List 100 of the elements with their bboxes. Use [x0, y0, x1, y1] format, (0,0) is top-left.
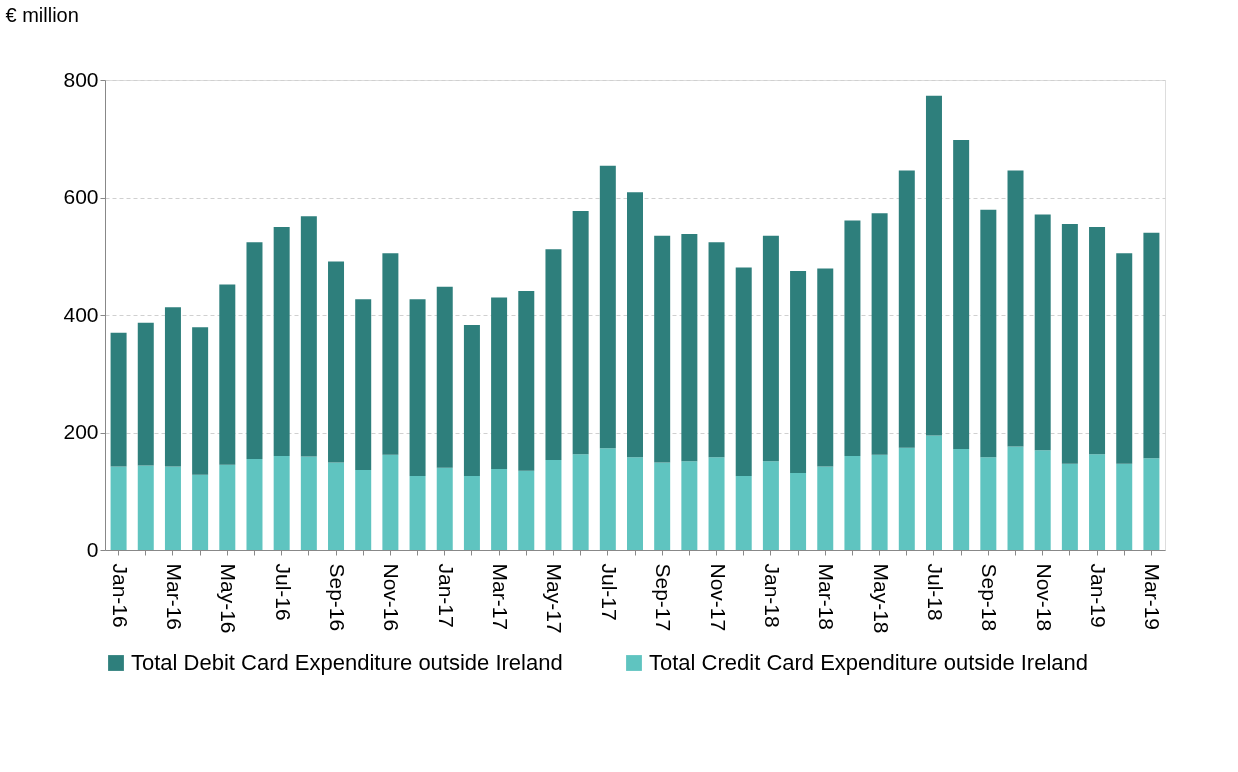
- bar: [219, 464, 236, 550]
- bar: [409, 299, 426, 476]
- bar: [790, 473, 807, 550]
- bar: [1143, 232, 1160, 459]
- bar: [300, 216, 317, 457]
- bar: [300, 456, 317, 550]
- bar: [545, 460, 562, 550]
- bar: [1007, 170, 1024, 447]
- y-axis-title: € million: [5, 3, 79, 26]
- bar: [735, 267, 752, 476]
- y-tick-label: 400: [63, 302, 99, 326]
- bar: [137, 322, 154, 466]
- bar: [219, 284, 236, 465]
- bar: [980, 457, 997, 550]
- bar: [1061, 463, 1078, 550]
- x-tick-label: Jul-17: [597, 563, 621, 621]
- bar: [1089, 454, 1106, 550]
- x-tick-label: Nov-18: [1032, 563, 1056, 632]
- bar: [735, 475, 752, 550]
- bar: [328, 462, 345, 550]
- bar: [654, 235, 671, 463]
- bar: [708, 457, 725, 550]
- bar: [1034, 450, 1051, 550]
- bar: [708, 242, 725, 458]
- bar: [273, 226, 290, 456]
- bar: [355, 299, 372, 471]
- bar: [273, 456, 290, 550]
- y-tick-label: 200: [63, 420, 99, 443]
- x-tick-label: Sep-18: [978, 563, 1002, 632]
- bar: [436, 467, 453, 550]
- bar: [1089, 226, 1106, 455]
- bar: [844, 456, 861, 550]
- x-tick-label: Nov-17: [706, 563, 730, 632]
- bar: [355, 470, 372, 550]
- x-tick-label: Jul-18: [923, 563, 947, 621]
- bar: [898, 447, 915, 550]
- bar: [164, 466, 181, 550]
- bar: [599, 165, 616, 449]
- bar: [1034, 214, 1051, 451]
- bar: [925, 95, 942, 436]
- bar: [409, 475, 426, 550]
- bar: [762, 461, 779, 550]
- bar: [1116, 253, 1133, 464]
- bar: [382, 253, 399, 455]
- bar: [953, 139, 970, 449]
- x-tick-label: Jan-19: [1087, 563, 1111, 628]
- bar: [844, 220, 861, 456]
- x-tick-label: May-17: [543, 563, 567, 634]
- bar: [1007, 446, 1024, 550]
- x-tick-label: Mar-18: [815, 563, 839, 631]
- x-tick-label: Sep-16: [326, 563, 350, 632]
- bar: [572, 454, 589, 550]
- bar: [382, 454, 399, 550]
- bar: [164, 307, 181, 467]
- bar: [980, 209, 997, 458]
- bar: [436, 286, 453, 468]
- bar: [817, 466, 834, 550]
- x-tick-label: May-16: [217, 563, 241, 634]
- bar: [762, 235, 779, 462]
- x-tick-label: Sep-17: [652, 563, 676, 632]
- x-tick-label: Jan-18: [760, 563, 784, 628]
- bar: [463, 475, 480, 550]
- bar: [1061, 223, 1078, 464]
- bar: [110, 466, 127, 550]
- bar: [518, 290, 535, 471]
- bar: [192, 474, 209, 550]
- bar: [599, 448, 616, 550]
- bar: [898, 170, 915, 448]
- y-tick-label: 800: [63, 67, 99, 91]
- bar: [953, 448, 970, 550]
- bar: [871, 213, 888, 455]
- bar: [627, 192, 643, 458]
- x-tick-label: Jan-16: [108, 563, 132, 628]
- bar: [246, 242, 263, 459]
- bar: [491, 468, 508, 550]
- bar: [1143, 458, 1160, 550]
- y-tick-label: 0: [86, 537, 99, 561]
- bar: [1116, 463, 1133, 550]
- bar: [110, 332, 127, 467]
- bar: [328, 261, 345, 463]
- x-tick-label: Mar-16: [162, 563, 186, 631]
- bar: [137, 465, 154, 550]
- x-tick-label: Nov-16: [380, 563, 404, 632]
- bar: [192, 327, 209, 475]
- x-tick-label: Jul-16: [271, 563, 295, 621]
- legend-label: Total Credit Card Expenditure outside Ireland: [649, 650, 1089, 675]
- bar: [518, 470, 535, 550]
- x-tick-label: Jan-17: [434, 563, 458, 628]
- bar: [681, 461, 698, 550]
- bar: [817, 268, 834, 467]
- x-tick-label: Mar-17: [489, 563, 513, 631]
- bar: [463, 324, 480, 476]
- y-tick-label: 600: [63, 185, 99, 208]
- bar: [654, 462, 671, 550]
- x-tick-label: Mar-19: [1141, 563, 1165, 631]
- legend-label: Total Debit Card Expenditure outside Ireland: [131, 650, 563, 675]
- bar: [246, 458, 263, 550]
- bar: [681, 233, 698, 462]
- bar: [790, 270, 807, 474]
- bar: [572, 211, 589, 455]
